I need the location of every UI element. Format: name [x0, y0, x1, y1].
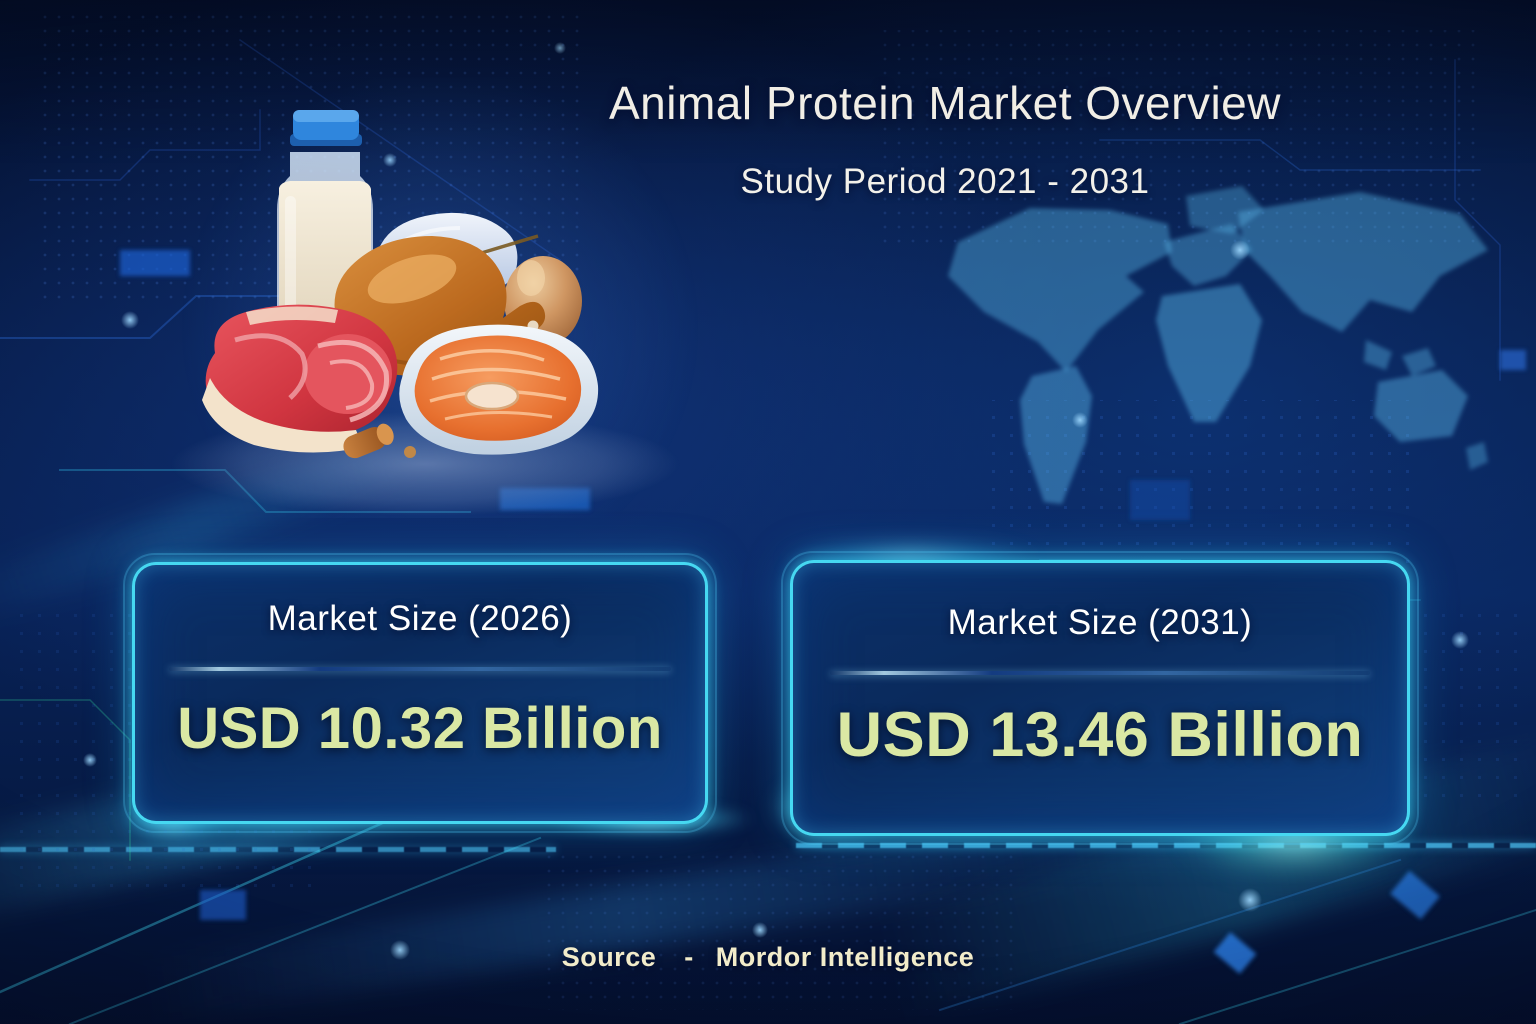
card-label: Market Size (2026)	[267, 599, 573, 638]
source-attribution: Source - Mordor Intelligence	[0, 942, 1536, 973]
source-dash: -	[684, 942, 694, 972]
card-divider	[169, 667, 671, 671]
card-divider	[829, 671, 1371, 675]
cork-crumb	[404, 446, 416, 458]
page-subtitle: Study Period 2021 - 2031	[740, 162, 1150, 201]
header: Animal Protein Market Overview Study Per…	[360, 76, 1530, 202]
salmon-steak	[399, 324, 599, 455]
market-size-2031-card: Market Size (2031) USD 13.46 Billion	[781, 551, 1419, 845]
source-value: Mordor Intelligence	[715, 942, 975, 972]
market-size-2026-value: USD 10.32 Billion	[177, 696, 663, 761]
market-size-2026-card: Market Size (2026) USD 10.32 Billion	[123, 553, 717, 833]
page-title: Animal Protein Market Overview	[609, 77, 1281, 129]
source-label: Source	[561, 942, 657, 972]
card-label: Market Size (2031)	[947, 603, 1253, 642]
market-size-2031-value: USD 13.46 Billion	[836, 700, 1364, 770]
